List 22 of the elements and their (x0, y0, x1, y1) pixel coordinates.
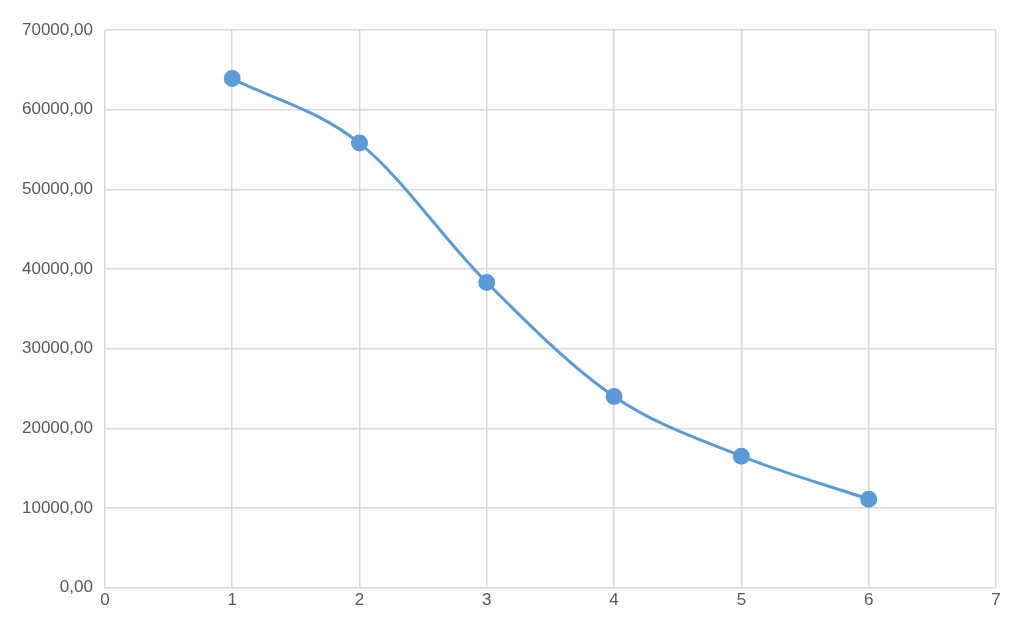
point (732, 447, 750, 465)
point (860, 490, 878, 508)
y-tick-label: 70000,00 (22, 19, 93, 39)
point (223, 70, 241, 88)
x-tick-label: 6 (863, 590, 874, 610)
y-tick-label: 0,00 (59, 577, 93, 597)
y-tick-label: 50000,00 (22, 179, 93, 198)
y-tick-label: 40000,00 (22, 258, 93, 278)
x-tick-label: 7 (991, 590, 1001, 610)
x-tick-label: 5 (736, 590, 747, 610)
x-tick-label: 1 (227, 590, 237, 610)
y-tick-label: 30000,00 (22, 338, 93, 358)
y-tick-label: 60000,00 (22, 99, 93, 119)
point (351, 134, 368, 152)
x-tick-label: 4 (609, 590, 619, 610)
x-tick-label: 2 (354, 590, 365, 610)
y-tick-label: 10000,00 (22, 497, 93, 517)
y-tick-label: 20000,00 (22, 417, 93, 437)
x-tick-label: 0 (100, 590, 110, 610)
point (478, 274, 496, 292)
point (605, 387, 623, 405)
x-tick-label: 3 (482, 590, 492, 610)
